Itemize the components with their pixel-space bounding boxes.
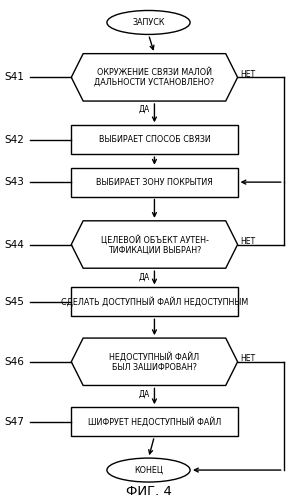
Bar — [71, 125, 238, 154]
Text: КОНЕЦ: КОНЕЦ — [134, 466, 163, 475]
Text: ДА: ДА — [138, 272, 150, 281]
Bar — [71, 287, 238, 316]
Text: НЕТ: НЕТ — [241, 70, 256, 79]
Text: НЕТ: НЕТ — [241, 237, 256, 246]
Polygon shape — [71, 338, 238, 385]
Text: S41: S41 — [4, 72, 24, 82]
Text: S47: S47 — [4, 417, 24, 427]
Bar — [71, 168, 238, 197]
Ellipse shape — [107, 10, 190, 34]
Text: ФИГ. 4: ФИГ. 4 — [126, 485, 171, 498]
Text: S46: S46 — [4, 357, 24, 367]
Text: S45: S45 — [4, 297, 24, 307]
Polygon shape — [71, 221, 238, 268]
Text: S44: S44 — [4, 240, 24, 250]
Text: S43: S43 — [4, 177, 24, 187]
Text: ДА: ДА — [138, 105, 150, 114]
Text: ЦЕЛЕВОЙ ОБЪЕКТ АУТЕН-
ТИФИКАЦИИ ВЫБРАН?: ЦЕЛЕВОЙ ОБЪЕКТ АУТЕН- ТИФИКАЦИИ ВЫБРАН? — [100, 235, 208, 254]
Text: НЕДОСТУПНЫЙ ФАЙЛ
БЫЛ ЗАШИФРОВАН?: НЕДОСТУПНЫЙ ФАЙЛ БЫЛ ЗАШИФРОВАН? — [109, 352, 200, 372]
Text: НЕТ: НЕТ — [241, 354, 256, 363]
Text: ЗАПУСК: ЗАПУСК — [132, 18, 165, 27]
Text: ВЫБИРАЕТ СПОСОБ СВЯЗИ: ВЫБИРАЕТ СПОСОБ СВЯЗИ — [99, 135, 210, 144]
Polygon shape — [71, 54, 238, 101]
Bar — [71, 407, 238, 436]
Text: СДЕЛАТЬ ДОСТУПНЫЙ ФАЙЛ НЕДОСТУПНЫМ: СДЕЛАТЬ ДОСТУПНЫЙ ФАЙЛ НЕДОСТУПНЫМ — [61, 297, 248, 307]
Text: ОКРУЖЕНИЕ СВЯЗИ МАЛОЙ
ДАЛЬНОСТИ УСТАНОВЛЕНО?: ОКРУЖЕНИЕ СВЯЗИ МАЛОЙ ДАЛЬНОСТИ УСТАНОВЛ… — [94, 68, 214, 87]
Text: ШИФРУЕТ НЕДОСТУПНЫЙ ФАЙЛ: ШИФРУЕТ НЕДОСТУПНЫЙ ФАЙЛ — [88, 417, 221, 427]
Text: ВЫБИРАЕТ ЗОНУ ПОКРЫТИЯ: ВЫБИРАЕТ ЗОНУ ПОКРЫТИЯ — [96, 178, 213, 187]
Ellipse shape — [107, 458, 190, 482]
Text: S42: S42 — [4, 135, 24, 145]
Text: ДА: ДА — [138, 389, 150, 399]
